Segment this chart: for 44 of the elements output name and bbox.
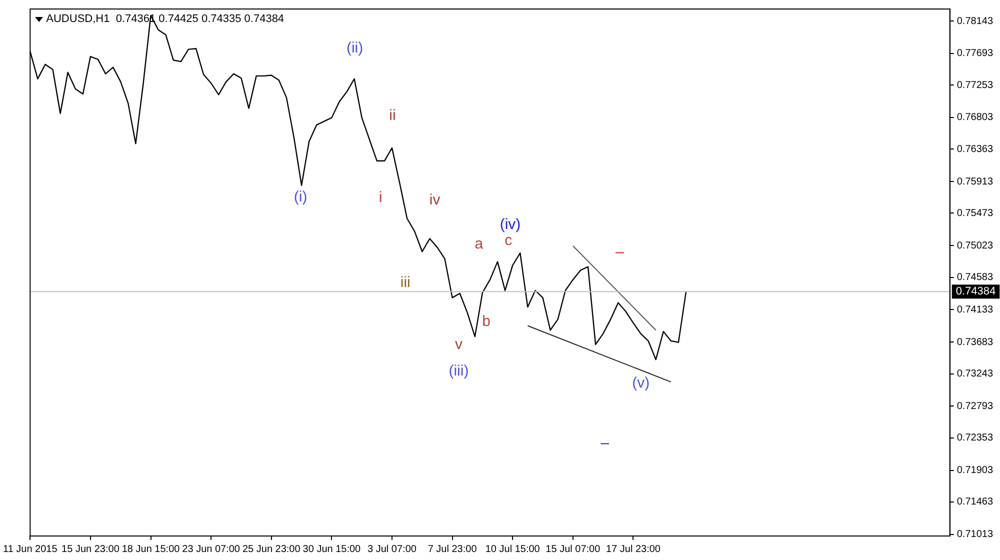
y-tick-label: 0.75473	[956, 208, 994, 219]
x-tick-label: 25 Jun 23:00	[242, 544, 301, 555]
y-tick-label: 0.71013	[956, 529, 994, 540]
annotation: (i)	[294, 188, 308, 206]
annotation: –	[600, 434, 610, 452]
y-tick-label: 0.71463	[956, 496, 994, 508]
y-tick-label: 0.74133	[956, 304, 994, 316]
annotation: (v)	[632, 374, 650, 392]
x-tick-label: 10 Jul 15:00	[485, 544, 540, 555]
y-tick-label: 0.75023	[956, 240, 994, 252]
x-tick-label: 15 Jul 07:00	[546, 544, 601, 555]
x-tick-label: 15 Jun 23:00	[62, 544, 120, 555]
y-tick-label: 0.75913	[956, 176, 994, 188]
annotation: v	[454, 336, 463, 353]
annotation: c	[504, 232, 513, 250]
y-tick-label: 0.76363	[956, 144, 994, 155]
annotation: b	[482, 313, 490, 330]
x-tick-label: 11 Jun 2015	[2, 544, 58, 555]
annotation: i	[378, 188, 382, 206]
x-tick-label: 18 Jun 15:00	[122, 544, 180, 555]
y-tick-label: 0.78143	[956, 16, 994, 27]
x-tick-label: 17 Jul 23:00	[606, 544, 661, 555]
x-tick-label: 23 Jun 07:00	[182, 544, 240, 555]
annotation: iii	[400, 274, 410, 292]
annotation: ii	[389, 107, 396, 124]
y-tick-label: 0.76803	[956, 112, 994, 124]
y-tick-label: 0.72793	[956, 400, 994, 412]
y-tick-label: 0.73683	[956, 336, 994, 348]
annotation: (iii)	[448, 362, 469, 380]
y-tick-label: 0.77253	[956, 80, 994, 91]
y-tick-label: 0.77693	[956, 48, 994, 60]
x-tick-label: 30 Jun 15:00	[302, 544, 362, 555]
annotation: (ii)	[346, 40, 364, 57]
annotation: a	[474, 236, 484, 253]
annotation: (iv)	[500, 216, 521, 234]
x-tick-label: 3 Jul 07:00	[368, 544, 417, 555]
y-tick-label: 0.72353	[956, 432, 994, 444]
ref-line-label: 0.74384	[956, 286, 996, 298]
y-tick-label: 0.73243	[956, 368, 994, 380]
x-tick-label: 7 Jul 23:00	[428, 544, 478, 555]
y-tick-label: 0.71903	[956, 465, 994, 476]
annotation: iv	[429, 191, 441, 208]
y-tick-label: 0.74583	[956, 272, 994, 284]
annotation: –	[616, 244, 625, 261]
